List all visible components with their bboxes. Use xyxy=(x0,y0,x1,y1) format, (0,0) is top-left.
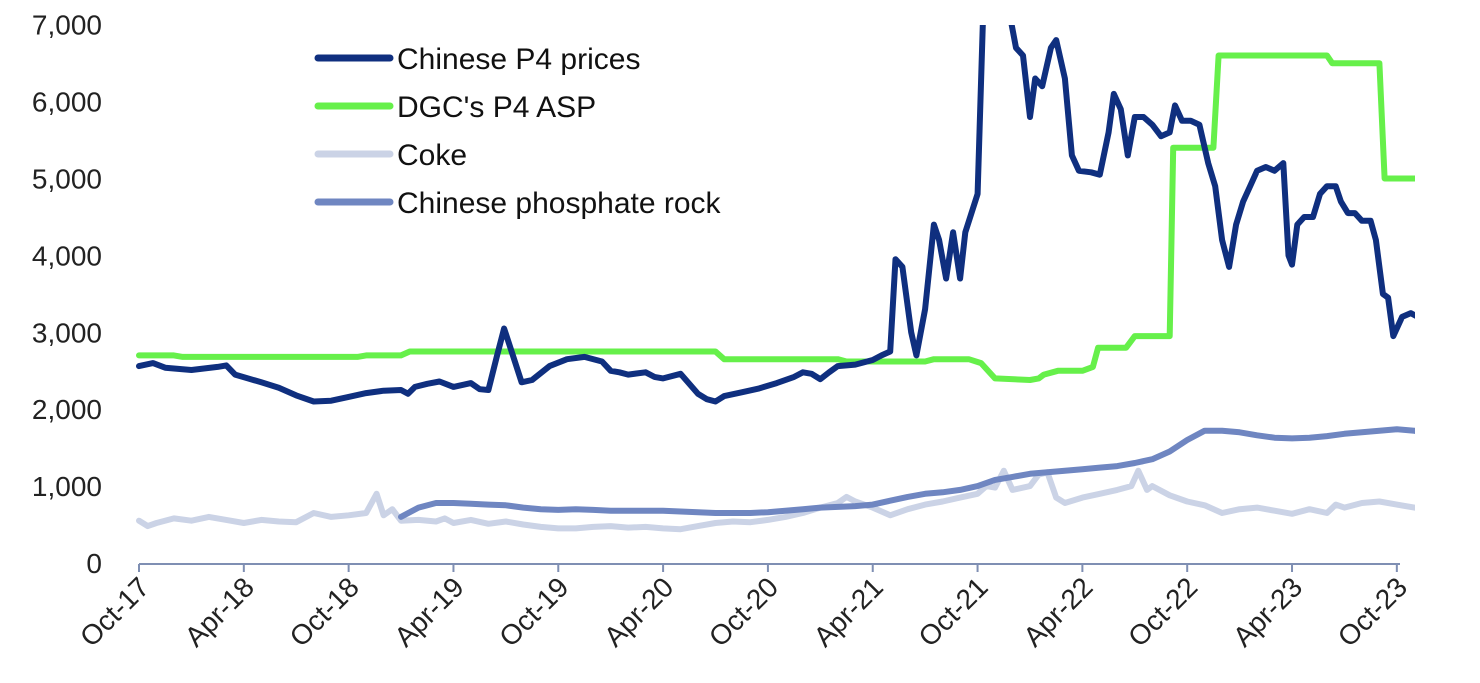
x-tick-label: Oct-21 xyxy=(912,571,993,652)
x-tick-label: Apr-21 xyxy=(808,571,889,652)
x-tick-label: Oct-18 xyxy=(284,571,365,652)
series-line-dgc-s-p4-asp xyxy=(136,52,1415,383)
x-tick-label: Oct-23 xyxy=(1332,571,1413,652)
x-axis-ticks: Oct-17 Apr-18 Oct-18 Apr-19 Oct-19 Apr-20 Oct-… xyxy=(74,564,1413,653)
y-tick-label: 4,000 xyxy=(32,240,102,271)
legend-label-coke: Coke xyxy=(397,139,467,172)
x-tick-label: Apr-19 xyxy=(388,571,469,652)
legend-label-dgc-s-p4-asp: DGC's P4 ASP xyxy=(397,91,596,124)
y-tick-label: 3,000 xyxy=(32,317,102,348)
series-group xyxy=(136,25,1415,533)
y-tick-label: 2,000 xyxy=(32,394,102,425)
y-tick-label: 0 xyxy=(86,548,102,579)
series-line-chinese-p4-prices xyxy=(136,25,1415,405)
y-axis-ticks: 0 1,000 2,000 3,000 4,000 5,000 6,000 7,000 xyxy=(32,10,102,579)
x-tick-label: Apr-22 xyxy=(1017,571,1098,652)
legend-label-chinese-p4-prices: Chinese P4 prices xyxy=(397,43,640,76)
x-tick-label: Apr-20 xyxy=(598,571,679,652)
legend: Chinese P4 prices DGC's P4 ASP Coke Chinese… xyxy=(314,43,722,220)
x-tick-label: Oct-19 xyxy=(493,571,574,652)
x-tick-label: Apr-18 xyxy=(179,571,260,652)
y-tick-label: 5,000 xyxy=(32,164,102,195)
y-tick-label: 1,000 xyxy=(32,471,102,502)
series-line-coke xyxy=(136,467,1415,533)
y-tick-label: 7,000 xyxy=(32,10,102,41)
x-tick-label: Oct-17 xyxy=(74,571,155,652)
series-line-chinese-phosphate-rock xyxy=(398,426,1415,520)
legend-label-chinese-phosphate-rock: Chinese phosphate rock xyxy=(397,187,722,220)
y-tick-label: 6,000 xyxy=(32,87,102,118)
x-tick-label: Oct-22 xyxy=(1122,571,1203,652)
x-tick-label: Oct-20 xyxy=(703,571,784,652)
x-tick-label: Apr-23 xyxy=(1227,571,1308,652)
